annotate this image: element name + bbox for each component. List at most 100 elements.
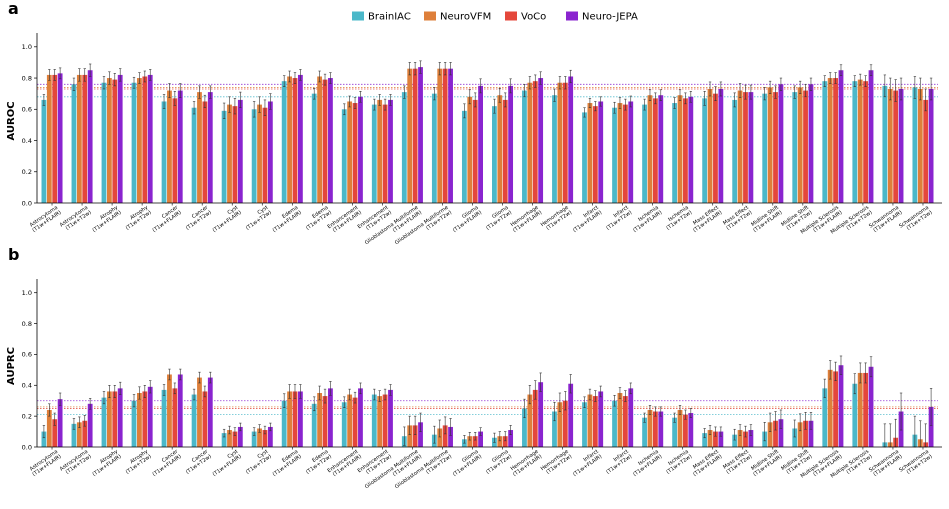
x-tick-label: Schwannoma(T1w+T2w): [898, 449, 933, 479]
y-axis-label: AUPRC: [6, 347, 17, 385]
bar: [497, 95, 503, 203]
bar: [172, 388, 178, 447]
bar: [317, 393, 323, 447]
legend-label-1: NeuroVFM: [440, 12, 491, 23]
bar: [237, 426, 243, 447]
bar: [52, 74, 58, 203]
bar: [508, 430, 514, 447]
bar: [281, 400, 287, 447]
bar: [718, 88, 724, 203]
bar: [557, 402, 563, 447]
bar: [917, 88, 923, 203]
bar: [418, 422, 423, 447]
bar: [87, 70, 93, 203]
x-tick-label: Cyst(T1w+FLAIR): [208, 449, 243, 478]
bar: [352, 103, 358, 203]
x-tick-label: Enhancement(T1w+FLAIR): [327, 449, 363, 479]
bar: [582, 112, 587, 203]
bar: [562, 82, 568, 203]
bar: [382, 104, 388, 203]
bar: [177, 374, 183, 447]
bar: [371, 394, 377, 447]
legend-label-2: VoCo: [521, 12, 546, 23]
bar: [552, 411, 557, 447]
x-tick-label: Glioma(T1w+FLAIR): [449, 449, 484, 478]
bar: [882, 85, 888, 203]
x-tick-label: Schwannoma(T1w+FLAIR): [868, 449, 903, 479]
x-tick-label: Cyst(T1w+FLAIR): [208, 205, 243, 234]
bar: [672, 417, 678, 447]
bar: [808, 84, 814, 203]
bar: [117, 74, 123, 203]
x-tick-label: Cyst(T1w+T2w): [242, 449, 273, 476]
bar: [568, 383, 574, 447]
bar: [598, 391, 604, 447]
x-tick-label: Ischemia(T1w+FLAIR): [629, 205, 664, 234]
bar: [191, 107, 197, 203]
x-tick-label: Mass Effect(T1w+FLAIR): [689, 205, 724, 234]
bar: [328, 78, 333, 203]
bar: [232, 106, 238, 203]
bar: [41, 99, 47, 203]
bar: [142, 76, 148, 203]
bar: [652, 411, 658, 447]
bar: [412, 425, 418, 447]
x-tick-label: Glioma(T1w+T2w): [482, 449, 513, 476]
bar: [142, 391, 148, 447]
x-tick-label: Atrophy(T1w+FLAIR): [88, 449, 123, 478]
bar: [492, 106, 497, 203]
bar: [147, 74, 153, 203]
x-tick-label: Atrophy(T1w+T2w): [121, 205, 152, 232]
bar: [838, 70, 844, 203]
bar: [311, 93, 317, 203]
bar: [76, 422, 82, 447]
bar: [87, 403, 93, 447]
bar: [262, 430, 268, 447]
bar: [707, 88, 713, 203]
bar: [852, 81, 858, 203]
bar: [497, 436, 503, 447]
bar: [502, 436, 508, 447]
bar: [502, 99, 508, 203]
bar: [407, 425, 413, 447]
bar: [587, 103, 593, 203]
bar: [642, 417, 647, 447]
x-tick-label: Astrocytoma(T1w+FLAIR): [28, 449, 63, 478]
bar: [622, 104, 628, 203]
bar: [898, 88, 904, 203]
bar: [202, 101, 208, 203]
bar: [232, 431, 238, 447]
bar: [442, 425, 448, 447]
bar: [658, 411, 664, 447]
bar: [628, 388, 634, 447]
bar: [167, 374, 172, 447]
bar: [191, 394, 197, 447]
bar: [598, 101, 604, 203]
panel-b-auprc: b AUPRC 0.0 0.2 0.4 0.6 0.8 1.0 Astrocytoma(T1w+…: [6, 245, 942, 490]
bar: [737, 90, 743, 203]
bar: [388, 99, 393, 203]
bar: [647, 409, 653, 447]
bar: [803, 420, 808, 447]
bar: [622, 396, 628, 447]
bar: [672, 103, 678, 203]
x-tick-label: Cancer(T1w+FLAIR): [148, 204, 183, 234]
bar: [106, 78, 112, 203]
bar: [251, 431, 257, 447]
bar: [642, 104, 647, 203]
bar: [161, 389, 167, 447]
x-tick-label: Edema(T1w+FLAIR): [268, 449, 303, 478]
bar: [617, 393, 623, 447]
bar: [82, 74, 88, 203]
bar: [522, 90, 527, 203]
bar: [472, 436, 478, 447]
bar: [863, 81, 869, 203]
bar: [292, 78, 298, 203]
bar: [808, 420, 814, 447]
x-tick-label: Mass Effect(T1w+FLAIR): [689, 449, 724, 478]
bar: [863, 372, 869, 447]
x-tick-label: Infarct(T1w+T2w): [602, 205, 633, 232]
bar: [262, 107, 268, 203]
bar: [822, 81, 828, 203]
